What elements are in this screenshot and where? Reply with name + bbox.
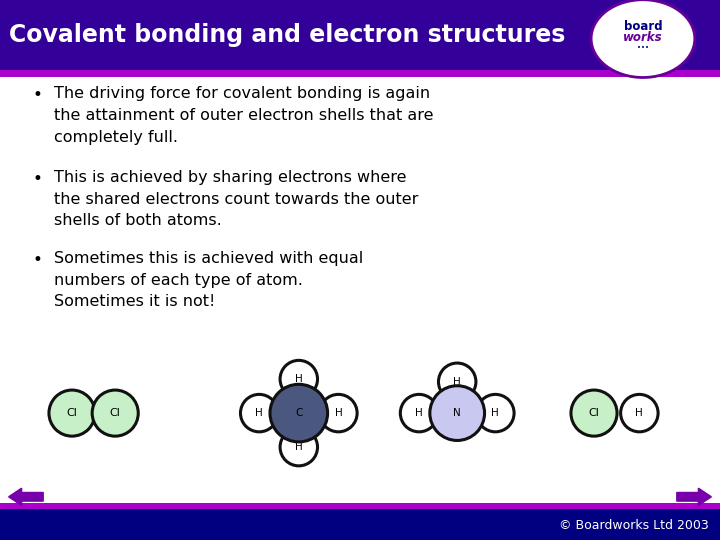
Text: The driving force for covalent bonding is again
the attainment of outer electron: The driving force for covalent bonding i… (54, 86, 433, 145)
Ellipse shape (92, 390, 138, 436)
Text: H: H (454, 377, 461, 387)
Text: •: • (32, 86, 42, 104)
Ellipse shape (571, 390, 617, 436)
Text: works: works (623, 31, 663, 44)
Ellipse shape (280, 360, 318, 398)
Text: H: H (636, 408, 643, 418)
Bar (0, 0, 720, 70)
Text: board: board (624, 20, 662, 33)
Polygon shape (677, 488, 711, 505)
Text: H: H (256, 408, 263, 418)
Bar (0, 503, 720, 509)
Text: Cl: Cl (66, 408, 78, 418)
Text: •: • (32, 170, 42, 188)
Ellipse shape (240, 394, 278, 432)
Ellipse shape (400, 394, 438, 432)
Text: H: H (295, 374, 302, 384)
Ellipse shape (280, 428, 318, 466)
Ellipse shape (430, 386, 485, 441)
Ellipse shape (438, 363, 476, 401)
Text: N: N (454, 408, 461, 418)
Ellipse shape (49, 390, 95, 436)
Ellipse shape (621, 394, 658, 432)
Bar (0, 70, 720, 77)
Bar (0, 509, 720, 540)
Text: Sometimes this is achieved with equal
numbers of each type of atom.
Sometimes it: Sometimes this is achieved with equal nu… (54, 251, 364, 309)
Text: Covalent bonding and electron structures: Covalent bonding and electron structures (9, 23, 565, 47)
Text: C: C (295, 408, 302, 418)
Text: •••: ••• (637, 45, 649, 51)
Text: •: • (32, 251, 42, 269)
Polygon shape (9, 488, 43, 505)
Ellipse shape (477, 394, 514, 432)
Circle shape (591, 0, 695, 77)
Ellipse shape (270, 384, 328, 442)
Text: H: H (492, 408, 499, 418)
Text: © Boardworks Ltd 2003: © Boardworks Ltd 2003 (559, 519, 709, 532)
Text: Cl: Cl (109, 408, 121, 418)
Text: H: H (415, 408, 423, 418)
Ellipse shape (320, 394, 357, 432)
Text: This is achieved by sharing electrons where
the shared electrons count towards t: This is achieved by sharing electrons wh… (54, 170, 418, 228)
Text: H: H (335, 408, 342, 418)
Text: H: H (295, 442, 302, 452)
Text: Cl: Cl (588, 408, 600, 418)
